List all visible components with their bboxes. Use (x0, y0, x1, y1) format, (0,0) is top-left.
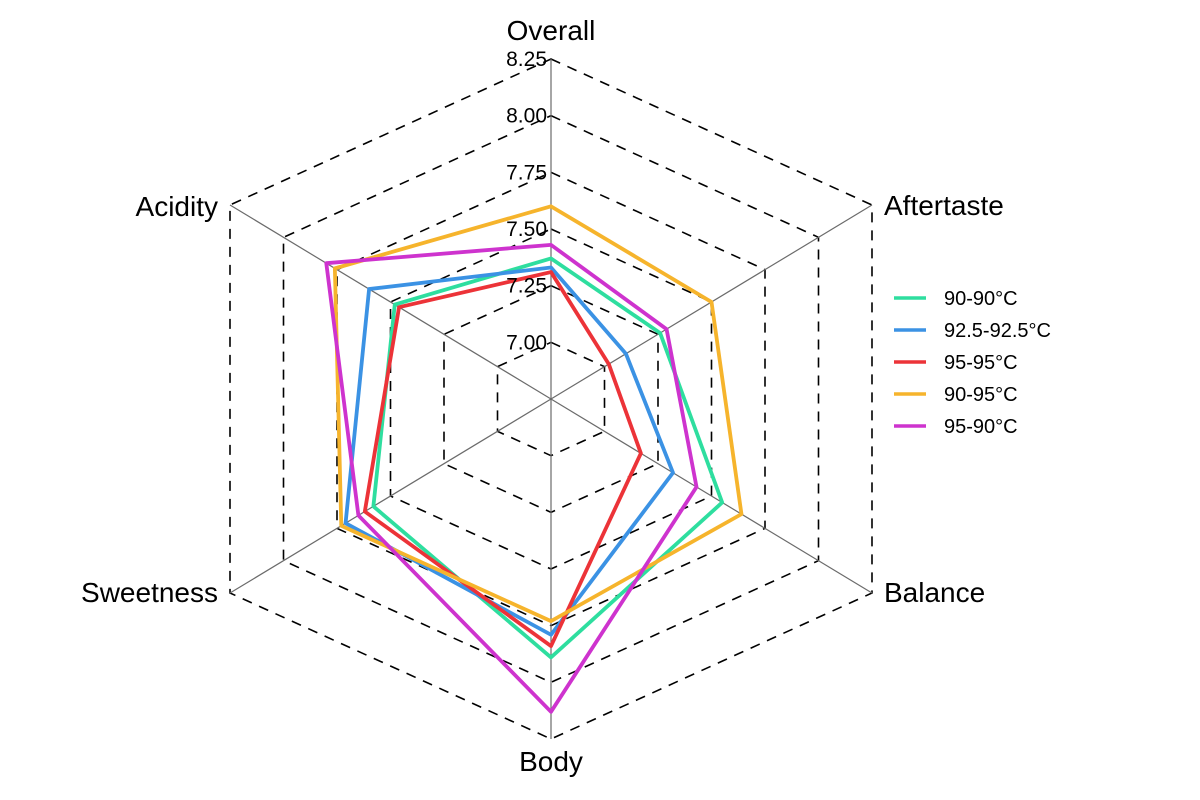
axis-spoke-balance (550, 398, 873, 594)
axis-title-balance: Balance (884, 577, 985, 608)
series-polygon-90-95-c (332, 204, 744, 624)
tick-label-8.00: 8.00 (506, 105, 547, 128)
legend-label-90-90-c: 90-90°C (944, 288, 1018, 310)
tick-label-7.75: 7.75 (506, 161, 547, 184)
axis-spoke-sweetness (229, 398, 552, 594)
series-polygon-92-5-92-5-c (343, 265, 675, 637)
tick-label-7.00: 7.00 (506, 331, 547, 354)
tick-label-7.50: 7.50 (506, 218, 547, 241)
legend-label-92-5-92-5-c: 92.5-92.5°C (944, 320, 1051, 342)
legend-label-95-95-c: 95-95°C (944, 352, 1018, 374)
tick-label-7.25: 7.25 (506, 275, 547, 298)
axis-title-aftertaste: Aftertaste (884, 190, 1004, 221)
series-polygon-95-90-c (324, 242, 699, 714)
tick-label-8.25: 8.25 (506, 48, 547, 71)
legend-label-90-95-c: 90-95°C (944, 384, 1018, 406)
axis-title-overall: Overall (507, 15, 596, 46)
axis-title-body: Body (519, 746, 583, 777)
axis-spoke-acidity (229, 204, 552, 400)
legend-label-95-90-c: 95-90°C (944, 416, 1018, 438)
axis-title-acidity: Acidity (136, 191, 218, 222)
series-polygon-90-90-c (371, 256, 725, 660)
series-polygon-95-95-c (362, 270, 643, 648)
axis-title-sweetness: Sweetness (81, 577, 218, 608)
